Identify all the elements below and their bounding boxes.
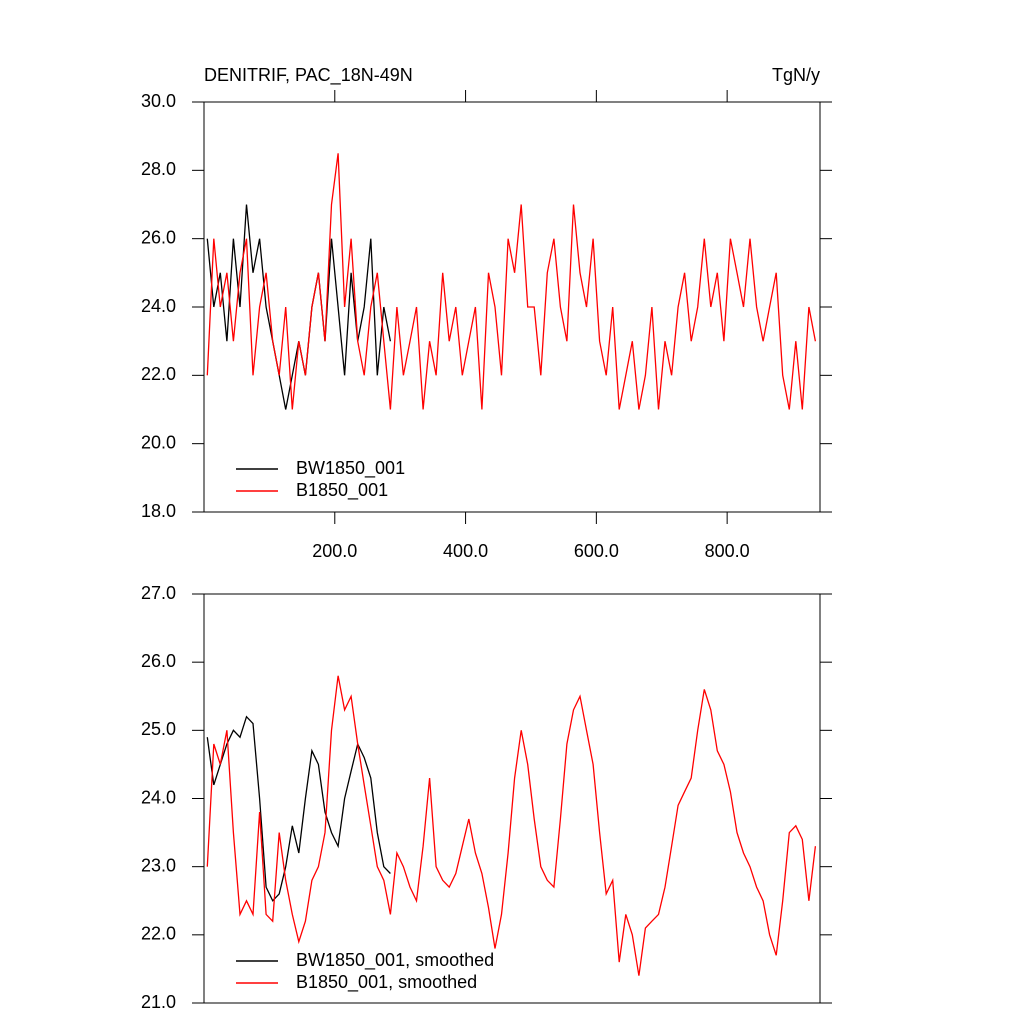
legend-label: B1850_001, smoothed bbox=[296, 972, 477, 993]
y-tick-label: 30.0 bbox=[141, 91, 176, 111]
data-line bbox=[206, 153, 817, 410]
y-tick-label: 23.0 bbox=[141, 855, 176, 875]
legend-label: BW1850_001, smoothed bbox=[296, 950, 494, 971]
y-tick-label: 22.0 bbox=[141, 924, 176, 944]
plot-frame bbox=[203, 101, 821, 513]
plot-frame bbox=[203, 593, 821, 1004]
y-tick-label: 25.0 bbox=[141, 719, 176, 739]
y-tick-label: 20.0 bbox=[141, 432, 176, 452]
legend-label: B1850_001 bbox=[296, 480, 388, 501]
y-tick-label: 28.0 bbox=[141, 159, 176, 179]
data-line bbox=[206, 715, 391, 902]
x-tick-label: 800.0 bbox=[705, 541, 750, 561]
x-tick-label: 400.0 bbox=[443, 541, 488, 561]
y-tick-label: 22.0 bbox=[141, 364, 176, 384]
y-tick-label: 27.0 bbox=[141, 583, 176, 603]
x-tick-label: 600.0 bbox=[574, 541, 619, 561]
y-tick-label: 18.0 bbox=[141, 501, 176, 521]
y-tick-label: 24.0 bbox=[141, 787, 176, 807]
y-tick-label: 26.0 bbox=[141, 651, 176, 671]
y-tick-label: 24.0 bbox=[141, 296, 176, 316]
y-tick-label: 26.0 bbox=[141, 227, 176, 247]
units-title: TgN/y bbox=[772, 65, 820, 85]
data-line bbox=[206, 204, 392, 410]
data-line bbox=[206, 675, 817, 976]
chart-title: DENITRIF, PAC_18N-49N bbox=[204, 65, 413, 86]
y-tick-label: 21.0 bbox=[141, 992, 176, 1012]
x-tick-label: 200.0 bbox=[312, 541, 357, 561]
legend-label: BW1850_001 bbox=[296, 458, 405, 479]
